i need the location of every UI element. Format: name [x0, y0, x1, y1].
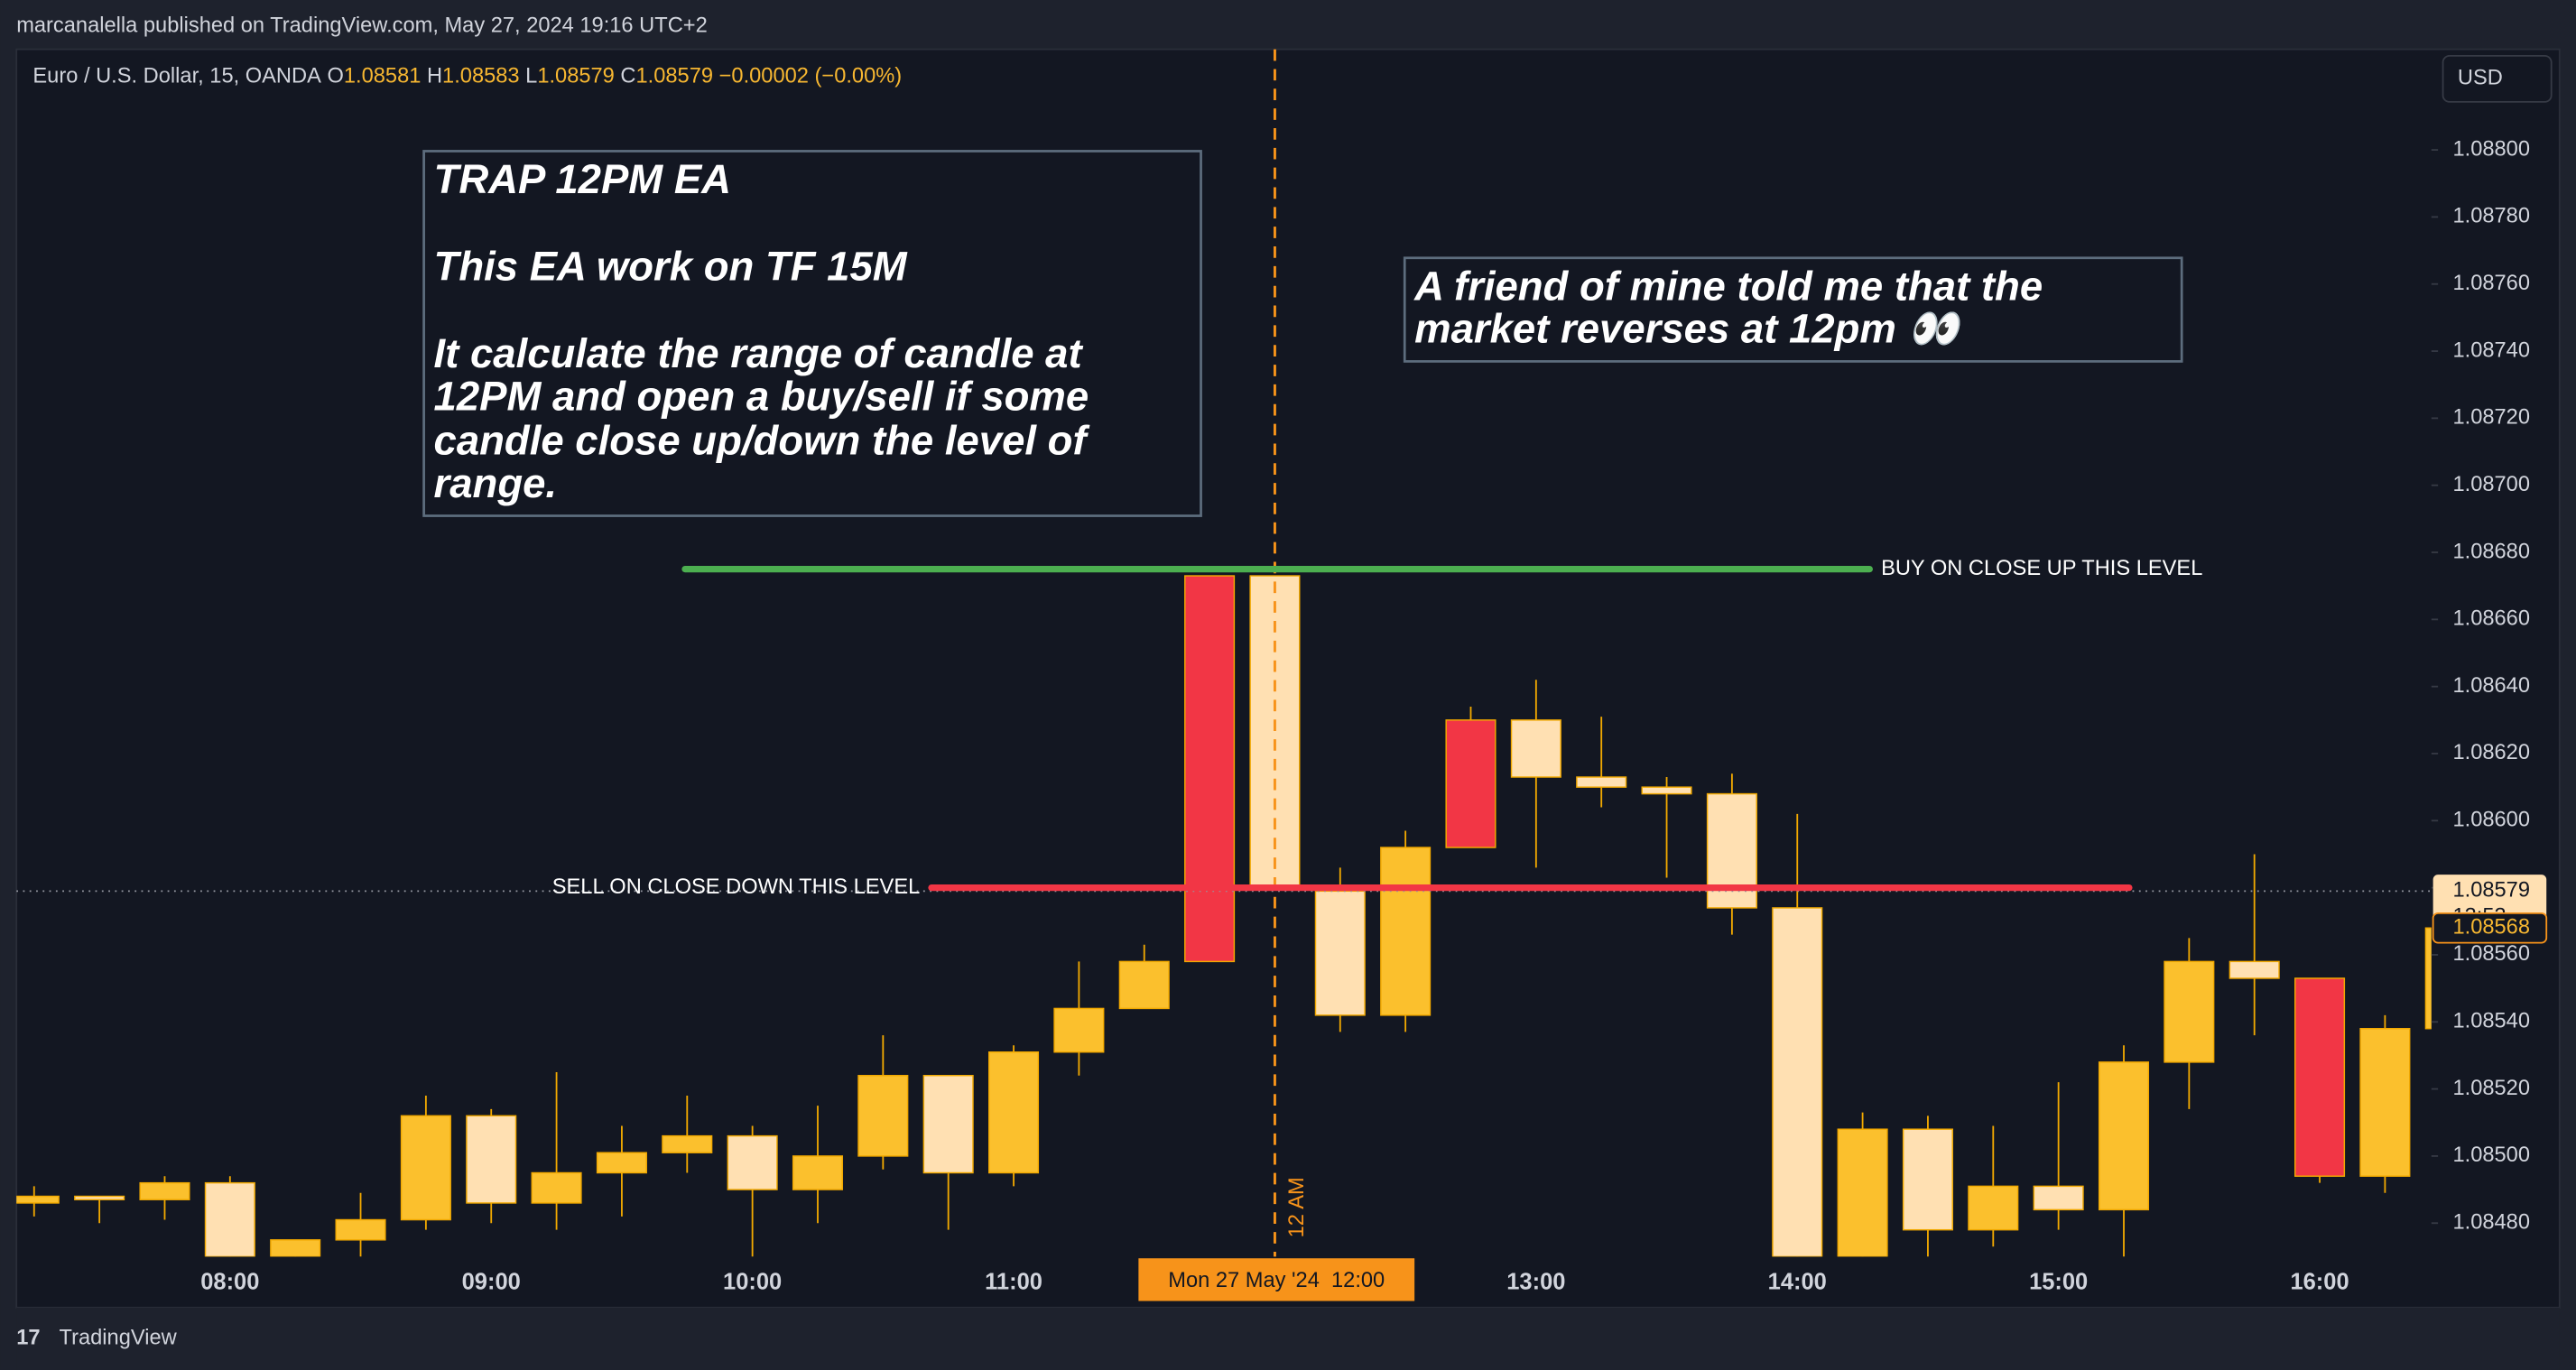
y-tick-label: 1.08660: [2452, 607, 2530, 631]
y-tick-label: 1.08780: [2452, 205, 2530, 228]
candle-body: [1772, 907, 1823, 1257]
header-item: C: [620, 65, 635, 88]
header-item: L: [525, 65, 537, 88]
candle-body: [1968, 1185, 2019, 1231]
x-tick-label: 11:00: [985, 1269, 1042, 1294]
note-line: market reverses at 12pm 👀: [1414, 306, 1964, 352]
header-item: O: [327, 65, 343, 88]
candle-body: [727, 1134, 778, 1190]
candle-body: [1576, 776, 1627, 788]
candle-body: [792, 1155, 844, 1190]
y-tick-label: 1.08600: [2452, 809, 2530, 832]
footer: [16, 1307, 2560, 1370]
candle-body: [1184, 575, 1236, 963]
brand[interactable]: TradingView: [60, 1327, 178, 1350]
candle-body: [922, 1075, 974, 1174]
candle-body: [2229, 960, 2280, 979]
candle-body: [270, 1239, 321, 1257]
y-tick-label: 1.08760: [2452, 272, 2530, 295]
candle-body: [400, 1115, 451, 1221]
candle-body: [2033, 1185, 2084, 1211]
x-tick-label: 10:00: [723, 1269, 782, 1294]
candle-body: [857, 1075, 909, 1157]
candle-body: [2359, 1027, 2411, 1177]
candle-body: [1314, 890, 1366, 1016]
level-label: BUY ON CLOSE UP THIS LEVEL: [1881, 557, 2202, 580]
candle-body: [531, 1171, 582, 1204]
y-tick-label: 1.08480: [2452, 1210, 2530, 1234]
currency[interactable]: USD: [2458, 67, 2503, 90]
note-box: [422, 150, 1202, 517]
note-line: candle close up/down the level of: [434, 417, 1090, 463]
y-tick-label: 1.08720: [2452, 406, 2530, 430]
header-item: H: [427, 65, 442, 88]
note-box: [1403, 256, 2183, 363]
logo-mark[interactable]: 17: [16, 1327, 40, 1350]
y-tick-label: 1.08560: [2452, 942, 2530, 966]
candle-body: [1380, 847, 1432, 1016]
candle-body: [2098, 1061, 2150, 1211]
x-tick-label: 09:00: [462, 1269, 521, 1294]
y-tick-label: 1.08680: [2452, 540, 2530, 563]
x-tick-label: 16:00: [2290, 1269, 2349, 1294]
note-line: TRAP 12PM EA: [434, 156, 732, 202]
header-item: 1.08583: [442, 65, 520, 88]
candle-body: [1837, 1128, 1888, 1257]
y-tick-label: 1.08800: [2452, 137, 2530, 161]
candle-body: [335, 1218, 386, 1241]
candle-body: [662, 1134, 713, 1153]
candle-body: [2294, 977, 2346, 1177]
ohlc-header: Euro / U.S. Dollar, 15, OANDA O1.08581 H…: [32, 65, 902, 88]
note-line: A friend of mine told me that the: [1413, 263, 2043, 309]
header-item: 1.08579: [537, 65, 615, 88]
time-marker-label: 12 AM: [1285, 1177, 1309, 1237]
candle-body: [139, 1181, 190, 1200]
candle-body: [1445, 719, 1496, 848]
candle-body: [1510, 719, 1561, 778]
candle-body: [2164, 960, 2215, 1063]
candle-body: [596, 1152, 647, 1174]
x-tick-label: 13:00: [1506, 1269, 1565, 1294]
currency-box[interactable]: [2442, 54, 2553, 103]
header-item: −0.00002 (−0.00%): [719, 65, 903, 88]
candle-body: [466, 1115, 517, 1204]
y-tick-label: 1.08640: [2452, 674, 2530, 698]
candle-body: [1053, 1007, 1105, 1053]
note-line: This EA work on TF 15M: [434, 244, 908, 290]
cursor-label: Mon 27 May '24 12:00: [1168, 1269, 1385, 1292]
x-tick-label: 08:00: [200, 1269, 259, 1294]
candle-body: [1118, 960, 1170, 1010]
candle-body: [1902, 1128, 1953, 1231]
candle-body: [74, 1195, 125, 1200]
note-line: 12PM and open a buy/sell if some: [434, 373, 1089, 419]
note-line: range.: [434, 460, 558, 506]
header-item: 1.08581: [344, 65, 422, 88]
header-item: Euro / U.S. Dollar, 15, OANDA: [32, 65, 321, 88]
y-tick-label: 1.08700: [2452, 473, 2530, 496]
x-tick-label: 14:00: [1768, 1269, 1827, 1294]
price-marker: 1.08568: [2452, 915, 2530, 939]
header-item: 1.08579: [636, 65, 714, 88]
x-tick-label: 15:00: [2029, 1269, 2088, 1294]
y-tick-label: 1.08500: [2452, 1143, 2530, 1167]
published-line: marcanalella published on TradingView.co…: [16, 14, 708, 37]
candle-body: [1641, 786, 1692, 795]
candle-body: [204, 1181, 255, 1257]
candle-body: [2424, 927, 2432, 1030]
candle-body: [16, 1195, 60, 1204]
y-tick-label: 1.08540: [2452, 1010, 2530, 1033]
last-price: 1.08579: [2452, 879, 2530, 903]
note-line: It calculate the range of candle at: [434, 330, 1084, 376]
level-label: SELL ON CLOSE DOWN THIS LEVEL: [552, 875, 921, 899]
cursor-label-box: [1138, 1258, 1415, 1301]
plot: [16, 575, 2432, 1257]
y-tick-label: 1.08620: [2452, 741, 2530, 764]
y-tick-label: 1.08740: [2452, 338, 2530, 362]
y-tick-label: 1.08520: [2452, 1077, 2530, 1100]
price-marker-box: [2432, 912, 2548, 944]
candle-body: [988, 1051, 1040, 1174]
